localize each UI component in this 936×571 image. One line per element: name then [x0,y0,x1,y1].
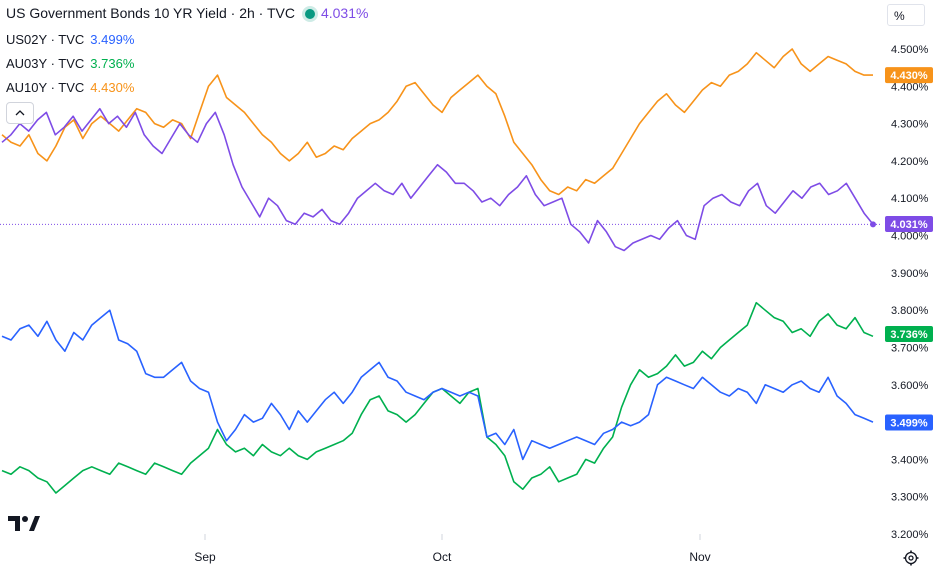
legend-au10y-name: AU10Y · TVC [6,80,85,95]
main-series-title: US Government Bonds 10 YR Yield · 2h · T… [6,5,295,21]
legend-us02y-value: 3.499% [90,32,135,47]
y-tick-label: 3.700% [891,342,929,354]
price-tag-bg [885,414,933,431]
x-tick-label: Sep [194,550,216,564]
tradingview-logo-icon[interactable] [8,514,40,537]
y-tick-label: 3.200% [891,529,929,541]
y-tick-label: 4.400% [891,81,929,93]
legend-collapse-button[interactable] [6,102,34,124]
chart-grid [204,534,701,540]
price-tags: 4.031% 3.499% 3.736% 4.430% [885,67,933,431]
legend-au03y-value: 3.736% [90,56,135,71]
price-tag-label: 3.499% [890,417,928,429]
price-tag-label: 4.430% [890,70,928,82]
y-tick-label: 4.000% [891,231,929,243]
y-tick-label: 4.300% [891,119,929,131]
y-tick-label: 3.300% [891,492,929,504]
y-tick-label: 3.800% [891,305,929,317]
x-tick-label: Oct [433,550,452,564]
series-line-au03y[interactable] [1,301,874,494]
y-tick-label: 4.500% [891,44,929,56]
y-tick-label: 3.900% [891,268,929,280]
series-line-au10y[interactable] [1,48,873,196]
legend-au03y[interactable]: AU03Y · TVC 3.736% [6,56,134,71]
unit-button[interactable]: % [887,4,925,26]
y-tick-label: 3.600% [891,380,929,392]
legend-au10y-value: 4.430% [90,80,135,95]
legend-us02y[interactable]: US02Y · TVC 3.499% [6,32,134,47]
main-series-value: 4.031% [320,5,369,21]
price-tag-label: 4.031% [890,219,928,231]
series-layer [1,48,876,494]
legend-au03y-name: AU03Y · TVC [6,56,85,71]
settings-gear-icon[interactable] [903,550,919,571]
y-tick-label: 3.400% [891,454,929,466]
time-axis[interactable]: Sep Oct Nov [194,550,710,564]
price-axis[interactable]: 4.500% 4.400% 4.300% 4.200% 4.100% 4.000% 3.90… [891,44,929,541]
chevron-up-icon [15,110,25,116]
price-tag-label: 3.736% [890,329,928,341]
price-tag-bg [885,326,933,343]
price-tag-bg [885,67,933,84]
legend-us02y-name: US02Y · TVC [6,32,85,47]
legend-au10y[interactable]: AU10Y · TVC 4.430% [6,80,134,95]
market-status-icon [304,9,315,19]
main-series-legend[interactable]: US Government Bonds 10 YR Yield · 2h · T… [6,5,368,21]
y-tick-label: 4.200% [891,156,929,168]
price-tag-bg [885,215,933,232]
y-tick-label: 4.100% [891,193,929,205]
series-line-us-government-bonds-10-yr-yield[interactable] [1,107,874,252]
x-tick-label: Nov [689,550,710,564]
series-line-us02y[interactable] [1,309,874,461]
